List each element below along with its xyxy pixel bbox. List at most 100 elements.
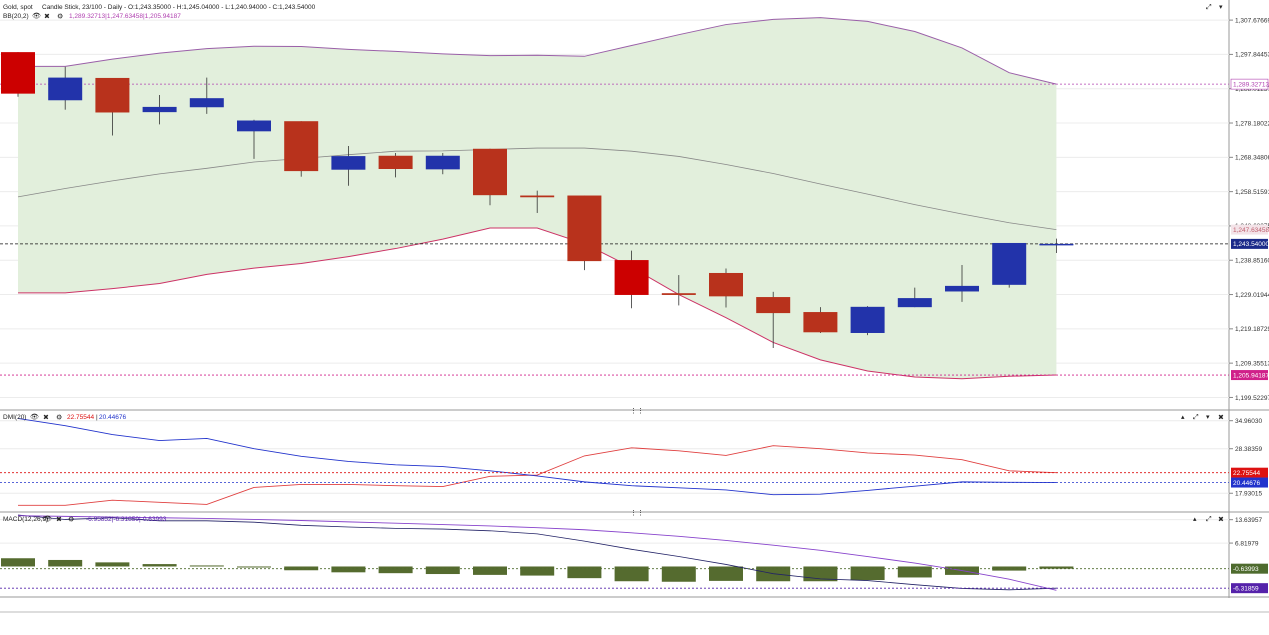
dmi-plus-line [18, 445, 1057, 506]
macd-axis-tick-label: 13.63957 [1235, 517, 1262, 524]
candles [1, 52, 1074, 348]
price-axis-tick-label: 1,219.18729 [1235, 326, 1269, 333]
candle-body [897, 298, 932, 308]
gear-icon[interactable]: ⚙ [56, 414, 62, 422]
candle-body [284, 121, 319, 172]
expand-icon[interactable]: ⤢ [1206, 4, 1212, 11]
dmi-axis-tick-label: 34.96030 [1235, 418, 1262, 425]
macd-histogram-bar [897, 566, 932, 578]
bb-lower-tag: 1,205.94187 [1233, 372, 1269, 379]
candle-body [850, 306, 885, 333]
dmi-minus-tag-bg [1231, 477, 1268, 488]
dmi-plus-value: 22.75544 [67, 414, 94, 421]
candle-body [709, 272, 743, 297]
macd-values: -6.95852|-6.31859|-0.63993 [86, 516, 167, 523]
candle-body [378, 155, 413, 170]
bb-middle-line [17, 147, 1057, 230]
dmi-axis-tick-label: 28.38359 [1235, 446, 1262, 453]
gear-icon[interactable]: ⚙ [57, 13, 63, 21]
bb-upper-line [18, 17, 1057, 85]
macd-histogram-bar [473, 566, 507, 575]
candle-body [189, 98, 224, 108]
macd-histogram-bar [95, 562, 130, 567]
candle-body [237, 120, 271, 132]
close-icon[interactable]: ✖ [1218, 415, 1224, 422]
eye-icon[interactable]: 👁 [30, 413, 39, 421]
close-icon[interactable]: ✖ [43, 415, 49, 422]
candle-body [142, 106, 177, 113]
candle-body [567, 195, 602, 262]
price-axis-tick-label: 1,297.84453 [1235, 52, 1269, 59]
resize-handle-icon[interactable]: ⋮⋮ [630, 408, 644, 415]
candle-body [803, 312, 838, 333]
gear-icon[interactable]: ⚙ [68, 516, 74, 524]
expand-icon[interactable]: ⤢ [1206, 516, 1212, 523]
last-price-tag-bg [1231, 238, 1268, 249]
price-axis-tick-label: 1,238.85160 [1235, 258, 1269, 265]
move-up-icon[interactable]: ▴ [1181, 414, 1185, 421]
close-icon[interactable]: ✖ [56, 517, 62, 524]
move-down-icon[interactable]: ▾ [1206, 414, 1210, 421]
reference-lines [0, 83, 1229, 376]
macd-histogram-bar [520, 566, 555, 576]
bb-middle-tag: 1,247.63458 [1233, 227, 1269, 234]
panel-frames: ⋮⋮ ⋮⋮ [0, 0, 1269, 613]
macd-histogram-bar [48, 559, 83, 567]
macd-hist-tag-bg [1231, 563, 1268, 574]
macd-histogram-bar [142, 564, 177, 567]
dmi-plus-tag-bg [1231, 467, 1268, 478]
move-up-icon[interactable]: ▴ [1193, 516, 1197, 523]
macd-signal-tag-bg [1231, 583, 1268, 594]
macd-histogram-bar [567, 566, 602, 579]
price-axis-tick-label: 1,258.51591 [1235, 189, 1269, 196]
candle-body [520, 195, 555, 198]
bb-upper-tag: 1,289.32713 [1233, 81, 1269, 88]
dmi-panel [0, 417, 1229, 506]
macd-histogram-bar [331, 566, 366, 573]
dmi-plus-tag: 22.75544 [1233, 470, 1260, 477]
candle-body [1039, 243, 1074, 246]
candle-body [661, 293, 696, 295]
last-price-tag: 1,243.54000 [1233, 241, 1269, 248]
candle-body [945, 285, 979, 292]
macd-hist-tag: -0.63993 [1233, 566, 1259, 573]
price-axis-tick-label: 1,199.52297 [1235, 395, 1269, 402]
instrument-info: Candle Stick, 23/100 - Daily - O:1,243.3… [42, 4, 316, 11]
macd-histogram-bar [189, 565, 224, 567]
dmi-axis-tick-label: 17.93015 [1235, 491, 1262, 498]
dmi-minus-value: 20.44676 [99, 414, 126, 421]
expand-icon[interactable]: ⤢ [1193, 414, 1199, 421]
price-axis-tick-label: 1,278.18022 [1235, 120, 1269, 127]
eye-icon[interactable]: 👁 [32, 12, 41, 20]
price-axis-tick-label: 1,229.01944 [1235, 292, 1269, 299]
candle-body [331, 156, 366, 170]
candle-body [425, 155, 460, 170]
candle-body [95, 77, 130, 113]
bb-lower-tag-bg [1231, 370, 1268, 381]
instrument-name: Gold, spot [3, 4, 33, 11]
price-axis-tick-label: 1,268.34806 [1235, 155, 1269, 162]
macd-line [17, 514, 1057, 591]
close-icon[interactable]: ✖ [1218, 517, 1224, 524]
macd-histogram-bar [614, 566, 649, 582]
macd-axis-tick-label: 6.81979 [1235, 540, 1259, 547]
bb-values: 1,289.32713|1,247.63458|1,205.94187 [69, 13, 181, 20]
collapse-icon[interactable]: ▾ [1219, 4, 1223, 11]
resize-handle-icon[interactable]: ⋮⋮ [630, 510, 644, 517]
close-icon[interactable]: ✖ [44, 14, 50, 21]
bb-lower-line [18, 227, 1057, 380]
dmi-minus-line [17, 417, 1057, 496]
macd-histogram-bar [1039, 566, 1074, 569]
candle-body [48, 77, 83, 101]
price-axis-tick-label: 1,288.01237 [1235, 86, 1269, 93]
macd-histogram-bar [850, 566, 885, 581]
dmi-label: DMI(20) [3, 414, 26, 421]
macd-histogram-bar [237, 566, 271, 568]
candle-body [992, 242, 1027, 285]
macd-histogram-bar [425, 566, 460, 575]
eye-icon[interactable]: 👁 [43, 515, 52, 523]
macd-signal-tag: -6.31859 [1233, 585, 1259, 592]
bb-upper-tag-bg [1231, 79, 1268, 90]
